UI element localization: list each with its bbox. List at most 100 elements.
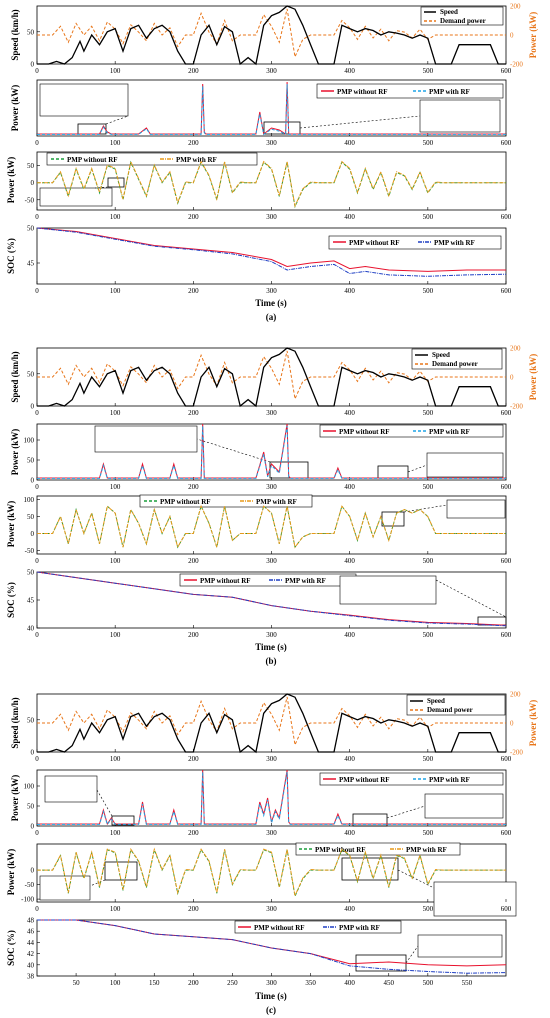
fig-a-panel-2-ytick-label: 0 [31, 179, 35, 187]
fig-b-panel-1-xtick-label: 100 [110, 483, 121, 491]
fig-a-panel-1-xtick-label: 500 [423, 139, 434, 147]
fig-c-panel-3-ytick-label: 42 [27, 950, 35, 958]
fig-c-panel-1-ytick-label: 50 [27, 803, 35, 811]
legend-with-c3: PMP with RF [339, 924, 380, 932]
zoom-line-a1 [105, 115, 129, 125]
fig-a-panel-3-ytick-label: 45 [27, 260, 35, 268]
fig-a-panel-2-xtick-label: 400 [344, 213, 355, 221]
figure-c: Speed (km/h) Power (kW) Speed Demand pow… [6, 693, 538, 1015]
fig-b-panel-2-with-rf-line [37, 504, 506, 549]
fig-b-panel-0-y2tick-label: -200 [510, 403, 523, 411]
fig-b-panel-3-ytick-label: 40 [27, 625, 35, 633]
fig-a-panel-0-xtick-label: 200 [188, 67, 199, 75]
fig-b-panel-1-xtick-label: 600 [501, 483, 512, 491]
fig-a-panel-2-ytick-label: 50 [27, 162, 35, 170]
fig-a-panel-3-xtick-label: 300 [266, 287, 277, 295]
legend-without-a2: PMP without RF [67, 156, 118, 164]
legend-speed-a: Speed [440, 8, 458, 16]
fig-a-panel-3-xtick-label: 200 [188, 287, 199, 295]
fig-b-panel-3-xtick-label: 0 [35, 631, 39, 639]
fig-a-panel-2-xtick-label: 100 [110, 213, 121, 221]
fig-c-panel-2-with-rf-line [37, 847, 506, 898]
fig-c-panel-0-xtick-label: 600 [501, 755, 512, 763]
fig-b-panel-2-xtick-label: 600 [501, 557, 512, 565]
fig-c-panel-0-xtick-label: 100 [110, 755, 121, 763]
zoom-inset-b3 [339, 575, 437, 605]
fig-b-panel-3-ytick-label: 50 [27, 569, 35, 577]
fig-b-panel-2-xtick-label: 0 [35, 557, 39, 565]
fig-b-panel-0-xtick-label: 400 [344, 409, 355, 417]
fig-b-panel-3-xtick-label: 500 [423, 631, 434, 639]
fig-b-panel-0-ytick-label: 0 [31, 403, 35, 411]
fig-c-panel-2-ytick-label: 0 [31, 867, 35, 875]
fig-a-panel-0-y2tick-label: 200 [510, 3, 521, 11]
y-label-power2-a: Power (kW) [6, 157, 16, 204]
y-label-speed-c: Speed (km/h) [10, 697, 20, 748]
fig-a-panel-3-xtick-label: 0 [35, 287, 39, 295]
fig-a-panel-2-ytick-label: -50 [25, 196, 35, 204]
fig-c-panel-2-ytick-label: -100 [21, 896, 34, 904]
fig-c-panel-3-xtick-label: 200 [188, 979, 199, 987]
y2-label-a: Power (kW) [528, 12, 538, 59]
fig-c-panel-0-y2tick-label: 200 [510, 691, 521, 699]
legend-box-power1-a [316, 83, 504, 99]
fig-b-panel-2-xtick-label: 200 [188, 557, 199, 565]
zoom-box-c2-right [341, 857, 399, 881]
fig-b-panel-1-xtick-label: 200 [188, 483, 199, 491]
fig-c-panel-3-xtick-label: 500 [423, 979, 434, 987]
fig-b-panel-3-xtick-label: 200 [188, 631, 199, 639]
fig-c-panel-0-ytick-label: 50 [27, 716, 35, 724]
fig-c-panel-2-xtick-label: 400 [344, 905, 355, 913]
fig-c-panel-0-y2tick-label: -200 [510, 749, 523, 757]
y-label-soc-a: SOC (%) [6, 238, 16, 274]
legend-box-power2-a [46, 152, 258, 166]
zoom-line-c1b [386, 805, 426, 819]
zoom-inset-b1-left [94, 425, 198, 453]
zoom-box-b1-right [377, 465, 409, 479]
fig-a-panel-2-xtick-label: 600 [501, 213, 512, 221]
zoom-line-b2 [403, 504, 448, 513]
fig-b-panel-3-ytick-label: 45 [27, 597, 35, 605]
fig-c-panel-2-xtick-label: 200 [188, 905, 199, 913]
fig-b-panel-0-y2tick-label: 200 [510, 345, 521, 353]
zoom-inset-a1-left [39, 83, 129, 117]
legend-box-soc-c [234, 920, 402, 934]
fig-b-panel-0-y2tick-label: 0 [510, 374, 514, 382]
fig-c-panel-3-xtick-label: 550 [462, 979, 473, 987]
figure-b: Speed (km/h) Power (kW) Speed Demand pow… [6, 347, 538, 666]
fig-c-panel-0-xtick-label: 200 [188, 755, 199, 763]
fig-b-panel-0-xtick-label: 100 [110, 409, 121, 417]
legend-box-speed-b [411, 348, 503, 370]
fig-c-panel-3-xtick-label: 400 [344, 979, 355, 987]
zoom-inset-c2-right [433, 881, 517, 917]
legend-without-c3: PMP without RF [254, 924, 305, 932]
fig-a-panel-3-xtick-label: 100 [110, 287, 121, 295]
y-label-soc-b: SOC (%) [6, 582, 16, 618]
fig-a-panel-0-ytick-label: 0 [31, 61, 35, 69]
fig-c-panel-1-xtick-label: 200 [188, 829, 199, 837]
fig-b-panel-3-xtick-label: 300 [266, 631, 277, 639]
legend-without-a3: PMP without RF [349, 239, 400, 247]
y2-label-b: Power (kW) [528, 354, 538, 401]
zoom-inset-a2 [39, 187, 113, 207]
x-label-c: Time (s) [255, 991, 287, 1001]
fig-c-panel-3-xtick-label: 100 [110, 979, 121, 987]
y-label-speed-a: Speed (km/h) [10, 9, 20, 60]
fig-a-panel-3-ytick-label: 50 [27, 225, 35, 233]
fig-a-panel-0-speed-line [37, 5, 506, 66]
zoom-box-a2 [107, 177, 125, 188]
fig-b-panel-0-xtick-label: 500 [423, 409, 434, 417]
fig-c-panel-0-speed-line [37, 693, 506, 754]
fig-a-panel-2-xtick-label: 0 [35, 213, 39, 221]
legend-with-a2: PMP with RF [176, 156, 217, 164]
fig-c-panel-2-xtick-label: 0 [35, 905, 39, 913]
legend-with-a3: PMP with RF [434, 239, 475, 247]
zoom-line-b3 [435, 579, 507, 618]
zoom-line-a1b [299, 115, 421, 129]
fig-b-panel-3-xtick-label: 600 [501, 631, 512, 639]
fig-a-panel-0-y2tick-label: 0 [510, 32, 514, 40]
fig-c-panel-3-xtick-label: 300 [266, 979, 277, 987]
legend-with-c2: PMP with RF [406, 846, 447, 854]
fig-a-panel-1-xtick-label: 300 [266, 139, 277, 147]
